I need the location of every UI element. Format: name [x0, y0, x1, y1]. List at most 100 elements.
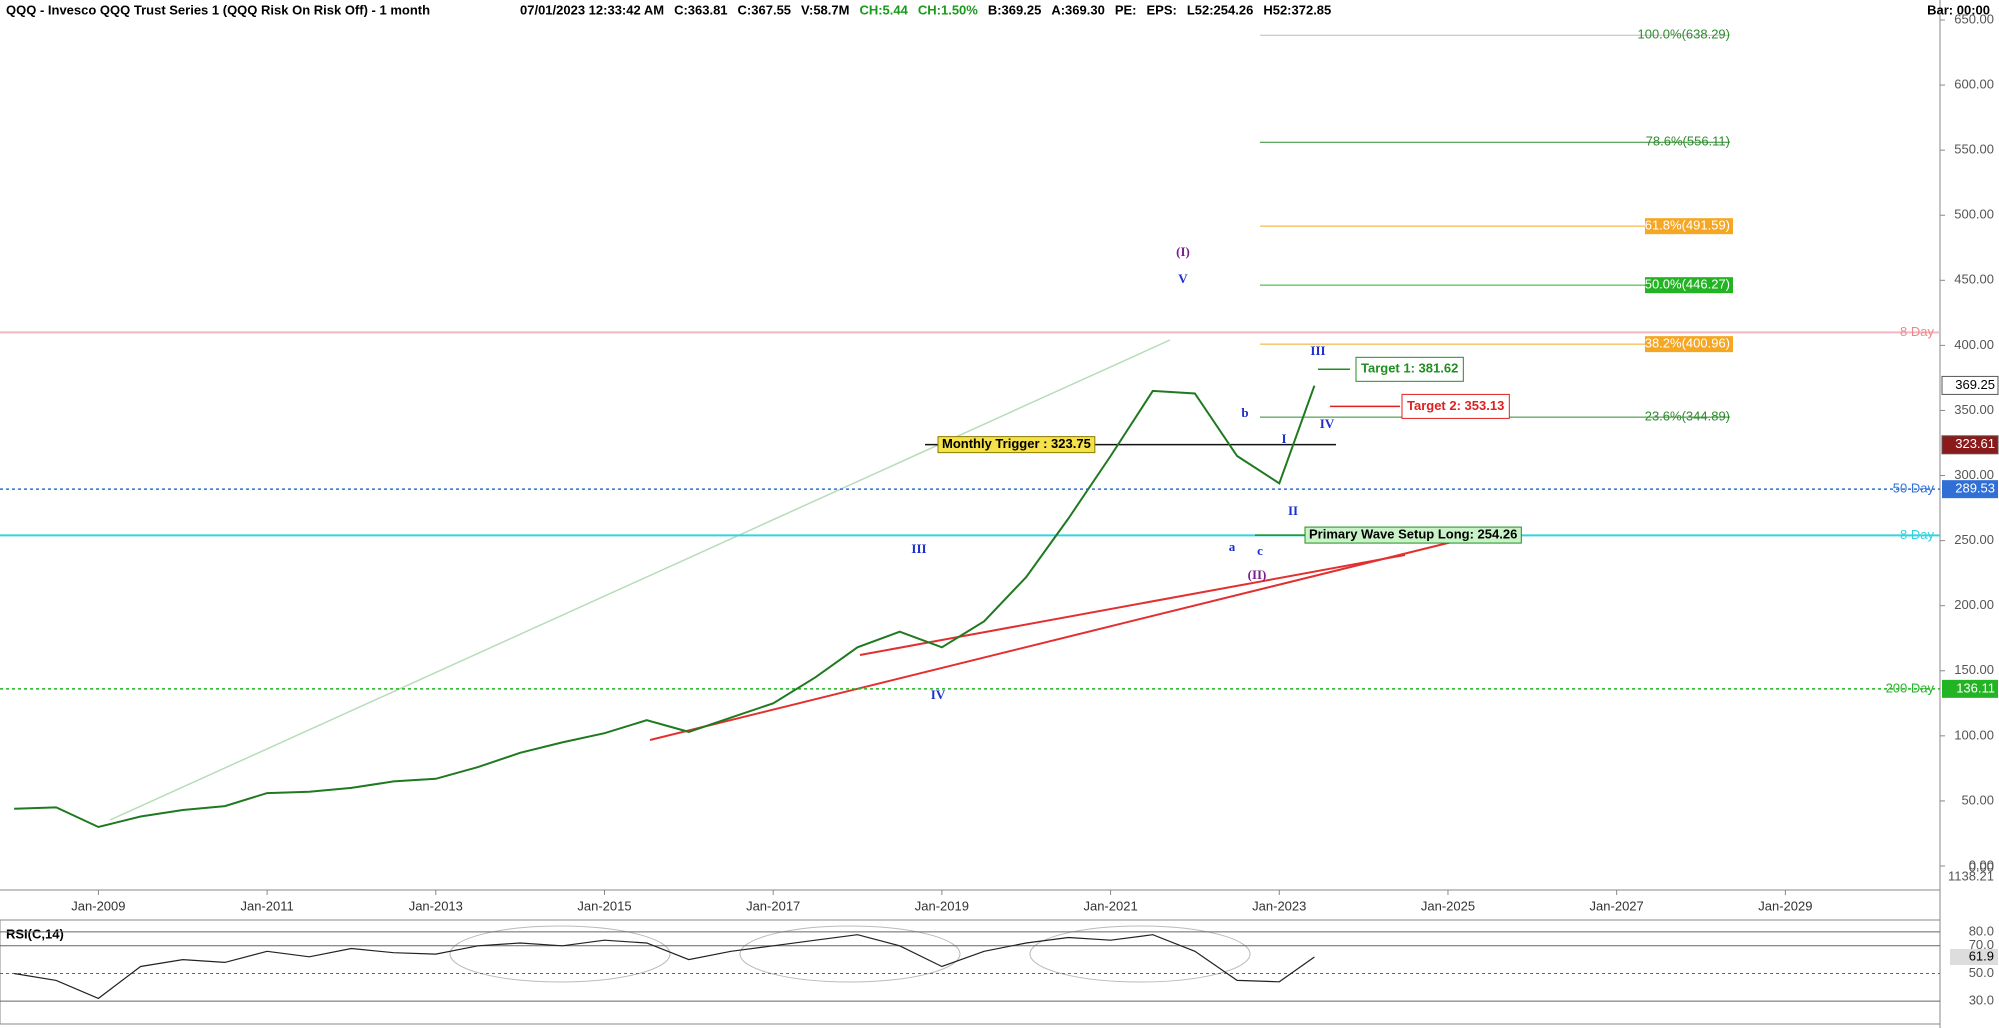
y-tick-label: 50.00 — [1961, 792, 1994, 807]
x-tick-label: Jan-2015 — [577, 898, 631, 913]
rsi-line — [14, 934, 1315, 1000]
header-field: V:58.7M — [801, 2, 849, 17]
trend-line — [859, 554, 1406, 656]
title: QQQ - Invesco QQQ Trust Series 1 (QQQ Ri… — [6, 2, 430, 17]
level-badge — [937, 436, 1096, 454]
x-tick-label: Jan-2021 — [1083, 898, 1137, 913]
x-tick-label: Jan-2025 — [1421, 898, 1475, 913]
wave-label: c — [1257, 543, 1263, 558]
wave-label: (II) — [1248, 567, 1267, 582]
bar-label: Bar: 00:00 — [1927, 2, 1990, 17]
header-field: EPS: — [1146, 2, 1176, 17]
header-field: CH:5.44 — [859, 2, 908, 17]
ma-name: 200 Day — [1886, 680, 1935, 695]
x-tick-label: Jan-2013 — [409, 898, 463, 913]
price-badge-label: 323.61 — [1955, 436, 1995, 451]
header-field: L52:254.26 — [1187, 2, 1254, 17]
x-tick-label: Jan-2029 — [1758, 898, 1812, 913]
rsi-ellipse — [449, 925, 671, 983]
y-tick-label: 150.00 — [1954, 662, 1994, 677]
rsi-tick-label: 30.0 — [1969, 993, 1994, 1008]
fib-label: 100.0%(638.29) — [1637, 27, 1730, 42]
fib-label: 38.2%(400.96) — [1645, 336, 1730, 351]
level-label: Primary Wave Setup Long: 254.26 — [1309, 527, 1517, 542]
ma-value: 136.11 — [1956, 680, 1995, 695]
y-tick-label: 0.00 — [1969, 857, 1994, 872]
y-tick-label: 600.00 — [1954, 77, 1994, 92]
fib-label: 23.6%(344.89) — [1645, 409, 1730, 424]
x-tick-label: Jan-2011 — [240, 898, 293, 913]
rsi-value: 61.9 — [1969, 948, 1994, 963]
wave-label: I — [1281, 431, 1286, 446]
wave-label: b — [1241, 405, 1248, 420]
wave-label: V — [1178, 271, 1188, 286]
target-label: Target 1: 381.62 — [1361, 361, 1458, 376]
fib-label: 61.8%(491.59) — [1645, 218, 1730, 233]
ma-badge — [1942, 480, 1998, 499]
price-line — [14, 385, 1316, 829]
rsi-pane — [0, 919, 1941, 1025]
header-field: C:367.55 — [738, 2, 791, 17]
wave-label: IV — [931, 687, 946, 702]
wave-label: IV — [1320, 416, 1335, 431]
trend-line — [649, 539, 1461, 741]
rsi-ellipse — [739, 925, 961, 983]
fib-badge — [1645, 218, 1733, 235]
price-badge-label: 369.25 — [1955, 377, 1995, 392]
x-tick-label: Jan-2023 — [1252, 898, 1306, 913]
fib-badge — [1645, 277, 1733, 294]
wave-label: III — [911, 541, 926, 556]
rsi-tick-label: 50.0 — [1969, 965, 1994, 980]
volume-axis-label: 1138.21 — [1948, 868, 1994, 883]
level-badge — [1304, 526, 1522, 544]
rsi-tick-label: 70.0 — [1969, 937, 1994, 952]
target-badge — [1401, 393, 1510, 419]
ma-name: 8 Day — [1900, 324, 1934, 339]
x-tick-label: Jan-2027 — [1590, 898, 1644, 913]
y-tick-label: 450.00 — [1954, 272, 1994, 287]
y-tick-label: 550.00 — [1954, 142, 1994, 157]
volume-axis-label: 0.00 — [1969, 859, 1994, 874]
y-tick-label: 500.00 — [1954, 207, 1994, 222]
header-field: B:369.25 — [988, 2, 1041, 17]
y-tick-label: 400.00 — [1954, 337, 1994, 352]
y-tick-label: 650.00 — [1954, 11, 1994, 26]
x-tick-label: Jan-2019 — [915, 898, 969, 913]
level-label: Monthly Trigger : 323.75 — [942, 436, 1091, 451]
rsi-tick-label: 80.0 — [1969, 923, 1994, 938]
price-badge — [1941, 435, 1999, 455]
wave-label: (I) — [1176, 244, 1190, 259]
wave-label: III — [1310, 343, 1325, 358]
header-field: H52:372.85 — [1263, 2, 1331, 17]
y-tick-label: 100.00 — [1954, 727, 1994, 742]
x-tick-label: Jan-2009 — [71, 898, 125, 913]
fib-label: 78.6%(556.11) — [1646, 134, 1730, 149]
target-label: Target 2: 353.13 — [1407, 398, 1504, 413]
y-tick-label: 200.00 — [1954, 597, 1994, 612]
rsi-badge — [1950, 948, 1998, 965]
wave-label: a — [1229, 539, 1236, 554]
rsi-ellipse — [1029, 925, 1251, 983]
rsi-label: RSI(C,14) — [6, 926, 64, 941]
ma-badge — [1942, 679, 1998, 698]
header-field: CH:1.50% — [918, 2, 978, 17]
x-tick-label: Jan-2017 — [746, 898, 800, 913]
ma-name: 50 Day — [1893, 481, 1935, 496]
fib-badge — [1645, 336, 1733, 353]
ma-name: 8 Day — [1900, 527, 1934, 542]
header-field: C:363.81 — [674, 2, 727, 17]
trend-line — [109, 339, 1171, 821]
header-field: 07/01/2023 12:33:42 AM — [520, 2, 664, 17]
target-badge — [1355, 356, 1464, 382]
y-tick-label: 300.00 — [1954, 467, 1994, 482]
y-tick-label: 350.00 — [1954, 402, 1994, 417]
header-field: PE: — [1115, 2, 1137, 17]
wave-label: II — [1288, 503, 1298, 518]
price-badge — [1941, 375, 1999, 395]
ma-value: 289.53 — [1955, 481, 1995, 496]
fib-label: 50.0%(446.27) — [1645, 277, 1730, 292]
header-field: A:369.30 — [1051, 2, 1104, 17]
y-tick-label: 250.00 — [1954, 532, 1994, 547]
